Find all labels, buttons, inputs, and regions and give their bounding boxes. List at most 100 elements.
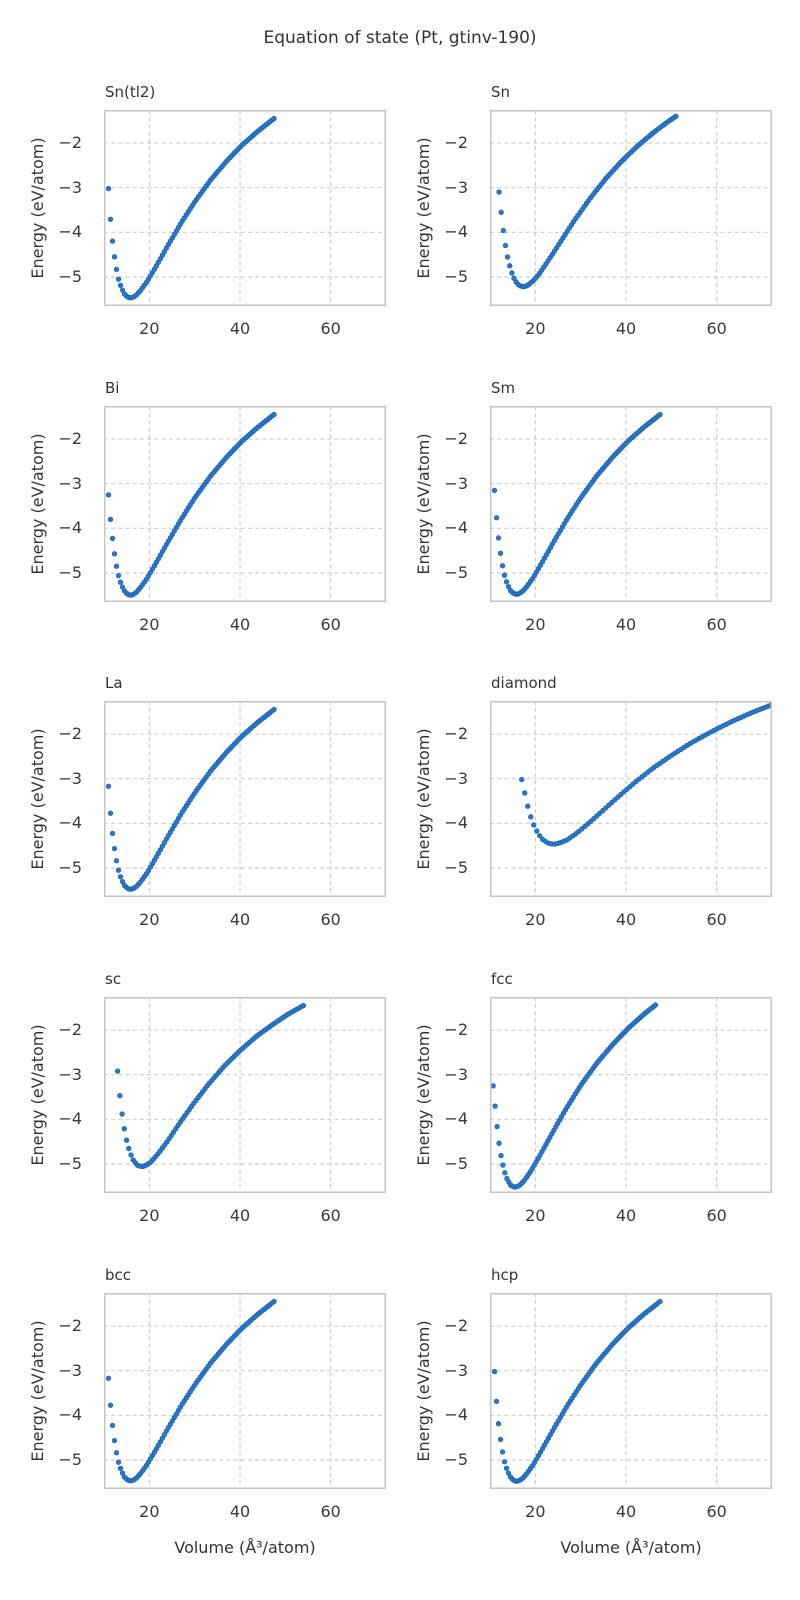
x-tick-label: 40 bbox=[615, 1502, 637, 1521]
y-tick-label: −2 bbox=[58, 1020, 82, 1040]
x-tick-label: 20 bbox=[525, 1502, 546, 1521]
y-axis-label: Energy (eV/atom) bbox=[28, 433, 47, 575]
y-tick-label: −2 bbox=[444, 429, 468, 449]
subplot-title-sn-tl2: Sn(tl2) bbox=[105, 83, 156, 101]
x-axis-label: Volume (Å³/atom) bbox=[560, 1538, 702, 1557]
axes-border bbox=[490, 110, 772, 306]
data-point bbox=[111, 551, 118, 557]
data-point bbox=[128, 1152, 134, 1158]
y-tick-label: −3 bbox=[444, 768, 468, 788]
axes-border bbox=[490, 701, 772, 897]
x-tick-label: 60 bbox=[320, 319, 341, 338]
data-point bbox=[497, 1436, 504, 1443]
data-point bbox=[525, 803, 531, 809]
data-point bbox=[109, 1422, 116, 1429]
data-point bbox=[498, 209, 504, 215]
subplot-title-sm: Sm bbox=[491, 379, 516, 397]
x-tick-label: 40 bbox=[615, 615, 637, 634]
y-axis-label: Energy (eV/atom) bbox=[28, 1320, 47, 1462]
data-point bbox=[113, 1450, 120, 1456]
y-tick-label: −4 bbox=[58, 813, 82, 833]
x-tick-label: 60 bbox=[706, 1502, 727, 1521]
subplot-title-la: La bbox=[105, 674, 123, 692]
axes-border bbox=[104, 110, 386, 306]
axes-border bbox=[104, 1293, 386, 1489]
x-tick-label: 60 bbox=[320, 615, 341, 634]
data-point bbox=[115, 572, 122, 579]
data-point bbox=[502, 1170, 508, 1176]
data-point bbox=[496, 1140, 502, 1146]
data-point bbox=[105, 1375, 112, 1381]
y-tick-label: −4 bbox=[444, 222, 468, 242]
y-tick-label: −3 bbox=[58, 1360, 82, 1380]
data-point bbox=[500, 227, 506, 234]
data-point bbox=[495, 535, 502, 541]
plot-area-bi bbox=[104, 406, 386, 602]
x-tick-label: 20 bbox=[525, 1206, 546, 1225]
y-tick-label: −3 bbox=[444, 177, 468, 197]
y-tick-label: −4 bbox=[444, 1109, 468, 1129]
y-axis-label: Energy (eV/atom) bbox=[414, 728, 433, 870]
data-point bbox=[111, 845, 118, 852]
x-tick-label: 40 bbox=[229, 1502, 251, 1521]
axes-border bbox=[490, 1293, 772, 1489]
subplot-title-hcp: hcp bbox=[491, 1266, 519, 1284]
data-point bbox=[105, 783, 112, 789]
data-point bbox=[105, 492, 112, 498]
data-point bbox=[271, 706, 277, 713]
data-point bbox=[107, 810, 114, 816]
x-axis-label: Volume (Å³/atom) bbox=[174, 1538, 316, 1557]
data-point bbox=[494, 1123, 500, 1130]
data-point bbox=[537, 833, 543, 839]
subplot-title-sn: Sn bbox=[491, 83, 511, 101]
plot-area-bcc bbox=[104, 1293, 386, 1489]
y-tick-label: −4 bbox=[58, 1405, 82, 1425]
y-axis-label: Energy (eV/atom) bbox=[28, 728, 47, 870]
y-tick-label: −2 bbox=[58, 724, 82, 744]
data-point bbox=[109, 535, 116, 542]
y-tick-label: −3 bbox=[444, 473, 468, 493]
subplot-title-diamond: diamond bbox=[491, 674, 557, 692]
y-tick-label: −2 bbox=[444, 724, 468, 744]
x-tick-label: 20 bbox=[525, 910, 546, 929]
y-tick-label: −4 bbox=[444, 518, 468, 538]
figure-title: Equation of state (Pt, gtinv-190) bbox=[263, 28, 537, 48]
data-point bbox=[503, 579, 510, 585]
data-point bbox=[121, 1126, 127, 1132]
axes-border bbox=[490, 406, 772, 602]
y-axis-label: Energy (eV/atom) bbox=[28, 1024, 47, 1166]
data-point bbox=[531, 822, 537, 828]
x-tick-label: 20 bbox=[139, 1206, 160, 1225]
x-tick-label: 60 bbox=[320, 1502, 341, 1521]
data-point bbox=[497, 550, 504, 556]
axes-border bbox=[104, 406, 386, 602]
data-point bbox=[500, 1162, 506, 1168]
data-point bbox=[107, 1402, 114, 1408]
y-tick-label: −2 bbox=[58, 1316, 82, 1336]
data-point bbox=[495, 1421, 502, 1427]
x-tick-label: 20 bbox=[525, 319, 546, 338]
x-tick-label: 40 bbox=[229, 615, 251, 634]
y-tick-label: −3 bbox=[58, 473, 82, 493]
data-point bbox=[271, 115, 277, 122]
x-tick-label: 40 bbox=[229, 319, 251, 338]
data-point bbox=[492, 1103, 498, 1109]
x-tick-label: 20 bbox=[139, 615, 160, 634]
data-point bbox=[493, 515, 500, 521]
data-point bbox=[109, 830, 116, 837]
data-point bbox=[119, 1111, 125, 1117]
y-tick-label: −3 bbox=[444, 1064, 468, 1084]
data-point bbox=[501, 572, 508, 578]
y-tick-label: −3 bbox=[58, 768, 82, 788]
data-point bbox=[126, 1145, 132, 1152]
x-tick-label: 40 bbox=[615, 1206, 637, 1225]
y-tick-label: −5 bbox=[444, 562, 468, 582]
y-tick-label: −3 bbox=[444, 1360, 468, 1380]
data-point bbox=[507, 263, 513, 269]
data-point bbox=[509, 270, 515, 276]
x-tick-label: 20 bbox=[139, 319, 160, 338]
plot-area-sc bbox=[104, 997, 386, 1193]
plot-area-sn-tl2 bbox=[104, 110, 386, 306]
x-tick-label: 60 bbox=[706, 615, 727, 634]
y-tick-label: −5 bbox=[58, 562, 82, 582]
